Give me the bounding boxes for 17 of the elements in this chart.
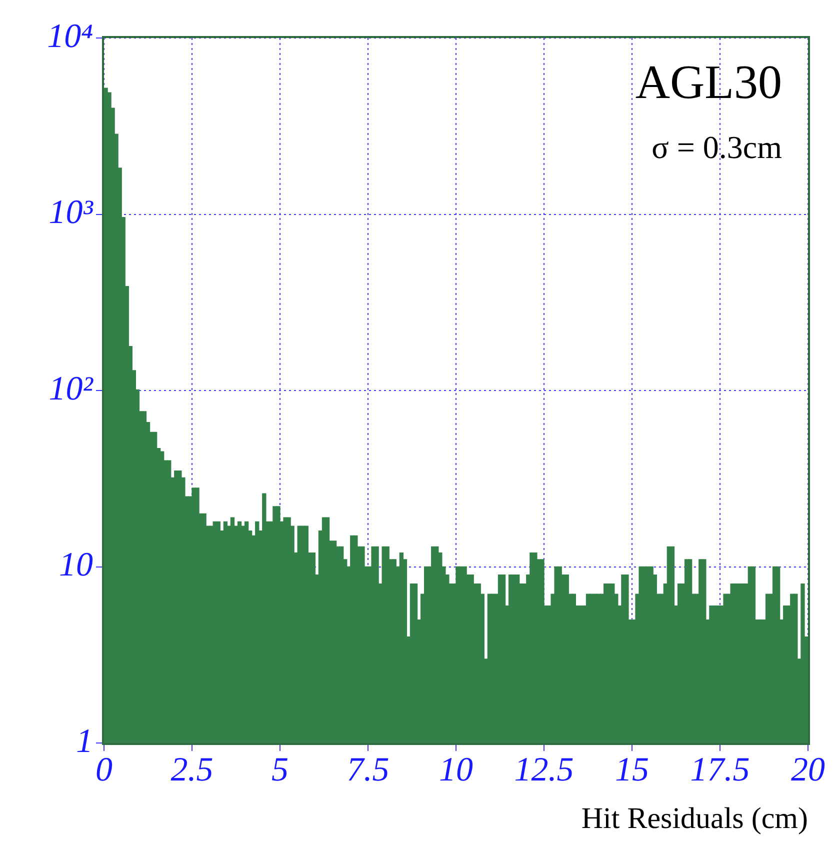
y-tick-label: 10: [59, 546, 93, 584]
x-tick-label: 0: [96, 751, 112, 788]
y-tick-label: 1: [76, 722, 93, 760]
x-tick-label: 17.5: [690, 751, 750, 788]
x-tick-label: 15: [615, 751, 649, 788]
annotation: AGL30: [635, 56, 782, 109]
y-tick-label: 10³: [48, 194, 94, 232]
x-tick-label: 7.5: [346, 751, 390, 788]
x-tick-label: 20: [791, 751, 825, 788]
x-tick-label: 2.5: [170, 751, 214, 788]
x-tick-label: 12.5: [514, 751, 574, 788]
y-tick-label: 10⁴: [47, 18, 94, 55]
x-axis-title: Hit Residuals (cm): [581, 802, 808, 835]
x-tick-label: 10: [439, 751, 473, 788]
annotation: σ = 0.3cm: [652, 129, 782, 165]
y-tick-label: 10²: [48, 370, 94, 408]
x-tick-label: 5: [272, 751, 288, 788]
